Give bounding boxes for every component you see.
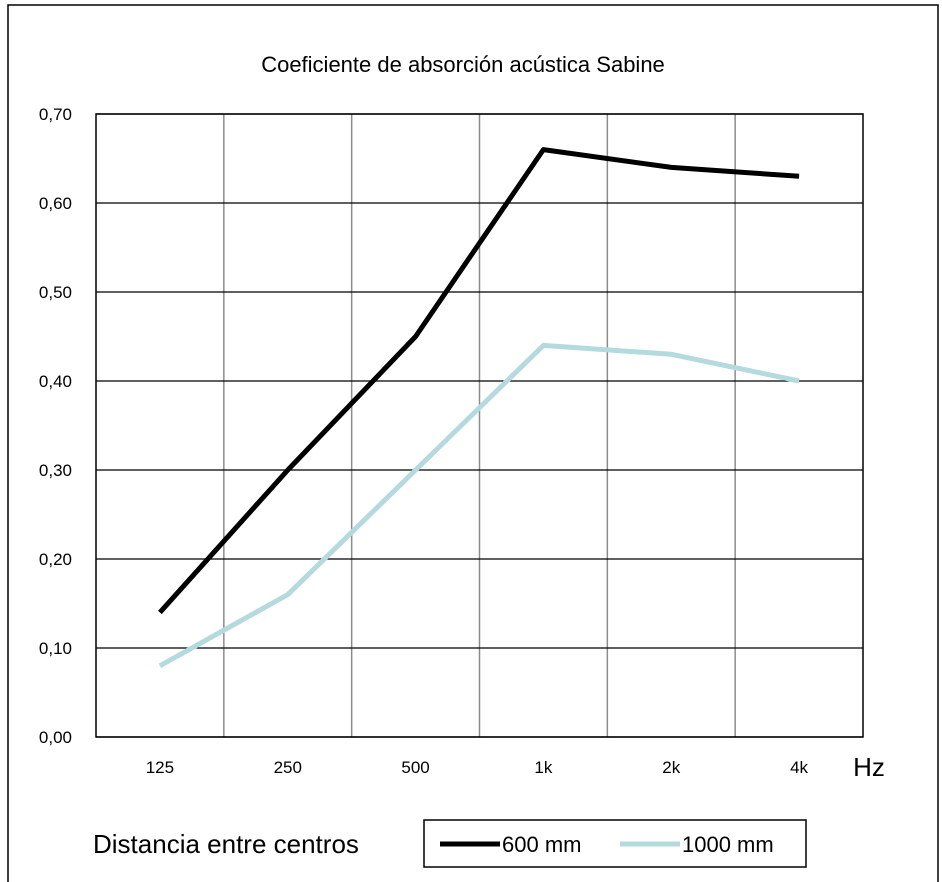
x-axis-unit-label: Hz	[853, 752, 885, 782]
legend-label: 1000 mm	[682, 832, 774, 857]
y-tick-label: 0,60	[39, 194, 72, 213]
x-tick-label: 1k	[534, 758, 552, 777]
x-tick-label: 250	[274, 758, 302, 777]
chart-title: Coeficiente de absorción acústica Sabine	[261, 52, 665, 77]
series-line	[158, 342, 800, 668]
x-tick-label: 4k	[790, 758, 808, 777]
grid-layer	[95, 113, 864, 738]
x-tick-label: 2k	[662, 758, 680, 777]
chart-frame	[7, 4, 939, 882]
series-layer	[158, 147, 800, 668]
x-tick-label: 125	[146, 758, 174, 777]
y-tick-labels: 0,00 0,10 0,20 0,30 0,40 0,50 0,60 0,70	[39, 105, 72, 747]
legend-label: 600 mm	[502, 832, 581, 857]
legend: 600 mm 1000 mm	[423, 819, 807, 868]
y-tick-label: 0,30	[39, 461, 72, 480]
legend-title: Distancia entre centros	[93, 829, 359, 859]
y-tick-label: 0,70	[39, 105, 72, 124]
x-tick-labels: 125 250 500 1k 2k 4k	[146, 758, 809, 777]
y-tick-label: 0,50	[39, 283, 72, 302]
series-line	[158, 147, 800, 615]
y-tick-label: 0,40	[39, 372, 72, 391]
y-tick-label: 0,20	[39, 550, 72, 569]
y-tick-label: 0,10	[39, 639, 72, 658]
y-tick-label: 0,00	[39, 728, 72, 747]
x-tick-label: 500	[401, 758, 429, 777]
plot-area-border	[95, 113, 864, 738]
